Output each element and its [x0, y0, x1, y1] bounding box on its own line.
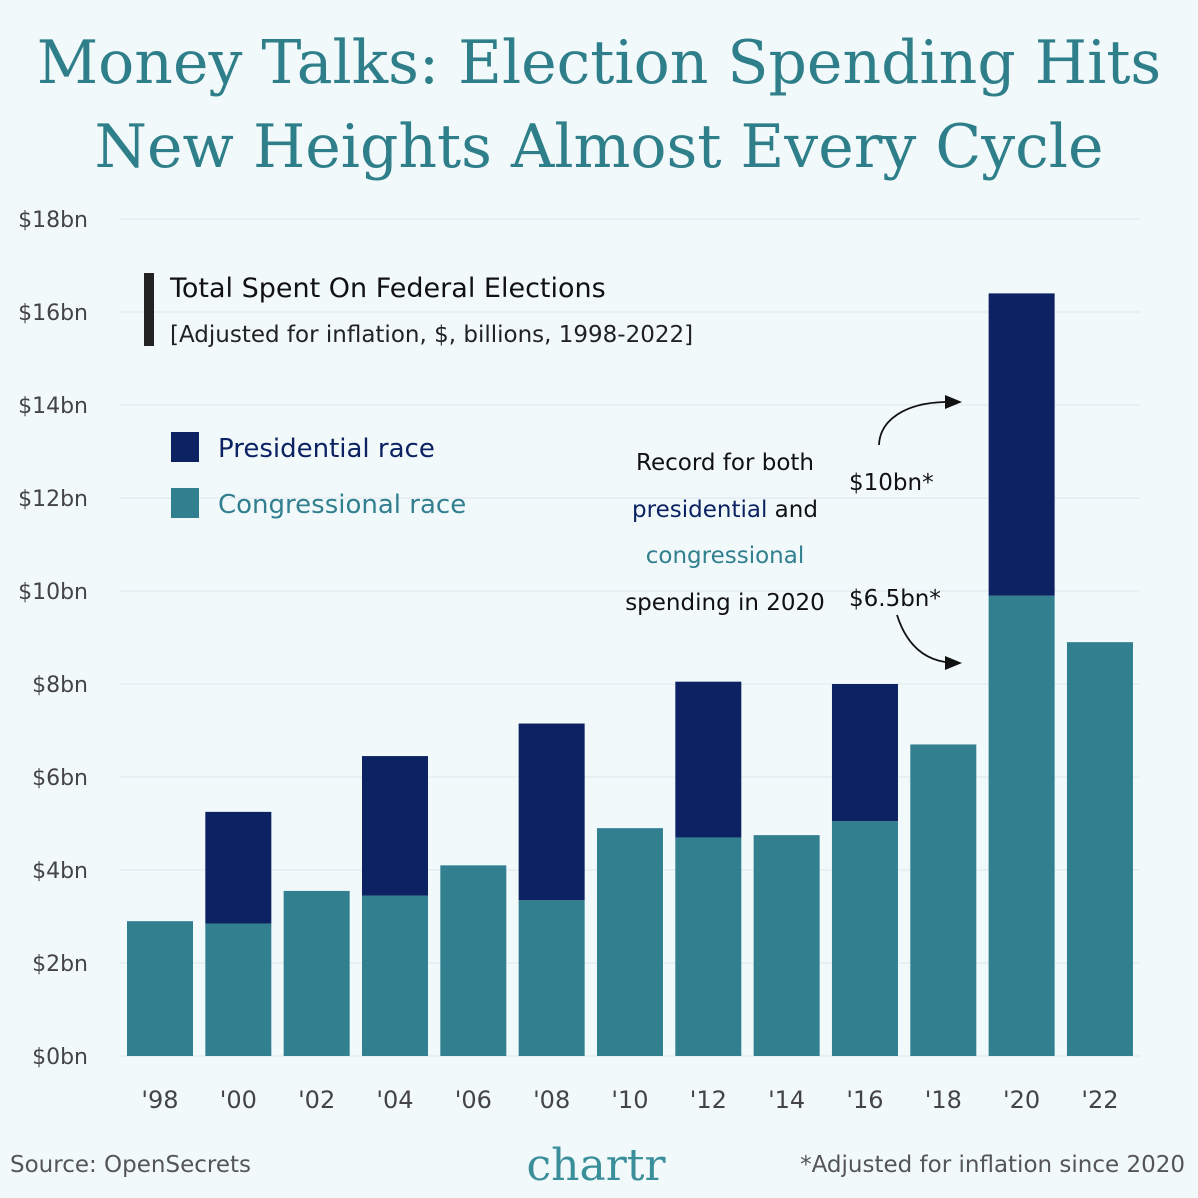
- chart-subtitle: Total Spent On Federal Elections: [169, 273, 606, 304]
- y-tick-label: $2bn: [32, 952, 88, 977]
- arrow-head-presidential: [945, 395, 962, 409]
- arrow-congressional: [896, 614, 946, 663]
- annotation-line-3: congressional: [646, 543, 804, 569]
- annotation-and: and: [767, 497, 818, 523]
- bars: [127, 293, 1133, 1056]
- y-tick-label: $8bn: [32, 673, 88, 698]
- annotation-line-2: presidential and: [632, 497, 818, 523]
- x-tick-label: '04: [376, 1086, 413, 1114]
- annotation-label-congressional: $6.5bn*: [849, 586, 941, 612]
- y-tick-label: $0bn: [32, 1045, 88, 1070]
- arrow-head-congressional: [945, 656, 962, 670]
- x-tick-label: '02: [298, 1086, 335, 1114]
- legend-label-congressional: Congressional race: [218, 490, 466, 520]
- bar-congressional: [205, 923, 272, 1056]
- x-tick-label: '06: [455, 1086, 492, 1114]
- bar-congressional: [361, 895, 428, 1056]
- bar-congressional: [127, 921, 193, 1056]
- bar-congressional: [440, 865, 507, 1056]
- annotation-presidential: presidential: [632, 497, 767, 523]
- bar-congressional: [283, 890, 350, 1056]
- chartr-logo: chartr: [527, 1140, 667, 1191]
- bar-congressional: [1066, 642, 1133, 1056]
- bar-presidential: [205, 811, 272, 924]
- x-tick-label: '18: [925, 1086, 962, 1114]
- y-tick-label: $6bn: [32, 766, 88, 791]
- x-tick-label: '10: [611, 1086, 648, 1114]
- bar-congressional: [596, 828, 663, 1056]
- y-tick-label: $4bn: [32, 859, 88, 884]
- x-tick-label: '08: [533, 1086, 570, 1114]
- chart-subtitle-note: [Adjusted for inflation, $, billions, 19…: [170, 322, 693, 348]
- x-tick-label: '20: [1003, 1086, 1040, 1114]
- y-tick-label: $16bn: [18, 301, 88, 326]
- footnote-text: *Adjusted for inflation since 2020: [800, 1152, 1185, 1178]
- annotation-label-presidential: $10bn*: [849, 470, 934, 496]
- x-tick-label: '12: [690, 1086, 727, 1114]
- annotation-line-4: spending in 2020: [625, 590, 825, 616]
- annotation-line-1: Record for both: [636, 450, 814, 476]
- arrow-presidential: [878, 401, 946, 446]
- x-tick-label: '22: [1081, 1086, 1118, 1114]
- y-axis: $0bn $2bn $4bn $6bn $8bn $10bn $12bn $14bn $16bn…: [18, 208, 88, 1070]
- bar-congressional: [675, 837, 742, 1056]
- legend-swatch-presidential: [171, 432, 199, 462]
- bar-presidential: [988, 293, 1055, 596]
- bar-congressional: [518, 900, 585, 1056]
- subtitle-marker: [144, 273, 154, 346]
- bar-congressional: [753, 835, 820, 1056]
- x-tick-label: '14: [768, 1086, 805, 1114]
- bar-presidential: [675, 681, 742, 838]
- x-tick-label: '98: [141, 1086, 178, 1114]
- bar-presidential: [361, 756, 428, 896]
- bar-congressional: [831, 821, 898, 1056]
- title-line-1: Money Talks: Election Spending Hits: [37, 28, 1161, 98]
- bar-congressional: [910, 744, 977, 1056]
- bar-presidential: [518, 723, 585, 901]
- y-tick-label: $10bn: [18, 580, 88, 605]
- x-axis: '98 '00 '02 '04 '06 '08 '10 '12 '14 '16 '18 '20 '22: [141, 1086, 1118, 1114]
- bar-congressional: [988, 595, 1055, 1056]
- source-text: Source: OpenSecrets: [10, 1152, 251, 1178]
- legend-label-presidential: Presidential race: [218, 434, 435, 464]
- y-tick-label: $18bn: [18, 208, 88, 233]
- y-tick-label: $12bn: [18, 487, 88, 512]
- bar-presidential: [831, 684, 898, 822]
- x-tick-label: '16: [846, 1086, 883, 1114]
- title-line-2: New Heights Almost Every Cycle: [95, 112, 1104, 182]
- x-tick-label: '00: [220, 1086, 257, 1114]
- y-tick-label: $14bn: [18, 394, 88, 419]
- legend-swatch-congressional: [171, 488, 199, 518]
